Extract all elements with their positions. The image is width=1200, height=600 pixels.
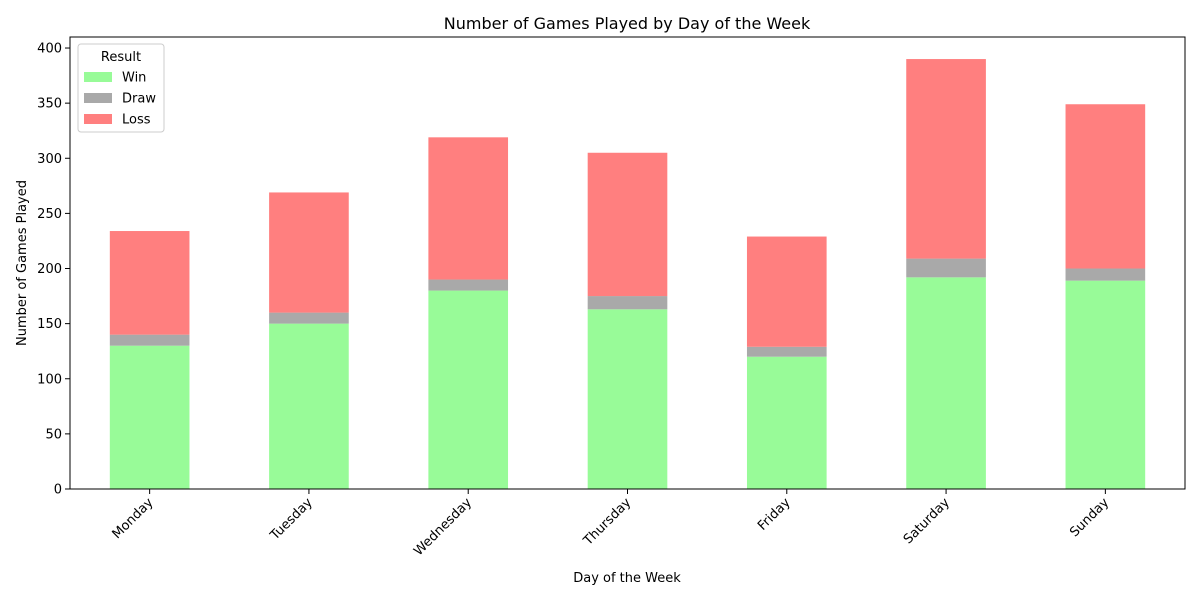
bar-win-sunday [1065, 280, 1146, 489]
bar-win-wednesday [428, 290, 509, 489]
y-tick-label: 300 [37, 152, 62, 167]
bar-win-monday [109, 345, 190, 489]
y-tick-label: 200 [37, 262, 62, 277]
x-tick-label: Sunday [1067, 495, 1112, 540]
bars-layer [109, 59, 1146, 489]
x-tick-label: Saturday [901, 495, 953, 547]
bar-draw-sunday [1065, 268, 1146, 281]
legend-box [77, 43, 165, 133]
legend-swatch-win [84, 72, 112, 82]
y-tick-label: 400 [37, 42, 62, 57]
bar-draw-saturday [906, 258, 986, 278]
y-tick-label: 250 [37, 207, 62, 222]
legend: Result Win Draw Loss [77, 43, 165, 133]
bar-win-thursday [587, 309, 668, 489]
bar-loss-friday [746, 236, 827, 347]
x-tick-label: Friday [755, 495, 794, 534]
x-tick-label: Tuesday [267, 495, 316, 544]
chart-title: Number of Games Played by Day of the Wee… [444, 14, 811, 33]
bar-win-saturday [906, 277, 986, 489]
bar-loss-monday [109, 231, 190, 335]
bar-loss-tuesday [269, 192, 349, 313]
y-tick-label: 150 [37, 317, 62, 332]
y-tick-label: 50 [45, 427, 62, 442]
bar-draw-wednesday [428, 279, 509, 291]
y-axis-label: Number of Games Played [15, 180, 30, 346]
bar-draw-friday [746, 346, 827, 357]
x-tick-label: Monday [110, 495, 157, 542]
x-axis-label: Day of the Week [573, 571, 681, 586]
bar-loss-sunday [1065, 104, 1146, 269]
y-tick-label: 0 [54, 483, 62, 498]
bar-loss-thursday [587, 152, 668, 297]
y-tick-label: 100 [37, 372, 62, 387]
legend-label-draw: Draw [122, 92, 156, 107]
legend-label-win: Win [122, 71, 146, 86]
x-tick-label: Thursday [580, 495, 634, 549]
y-tick-label: 350 [37, 97, 62, 112]
bar-win-tuesday [269, 323, 349, 489]
bar-draw-monday [109, 334, 190, 346]
legend-swatch-draw [84, 93, 112, 103]
bar-draw-thursday [587, 296, 668, 310]
x-tick-label: Wednesday [411, 495, 475, 559]
bar-win-friday [746, 356, 827, 489]
bar-loss-saturday [906, 59, 986, 259]
legend-title: Result [101, 50, 141, 65]
legend-label-loss: Loss [122, 113, 151, 128]
bar-draw-tuesday [269, 312, 349, 324]
legend-swatch-loss [84, 114, 112, 124]
bar-loss-wednesday [428, 137, 509, 280]
